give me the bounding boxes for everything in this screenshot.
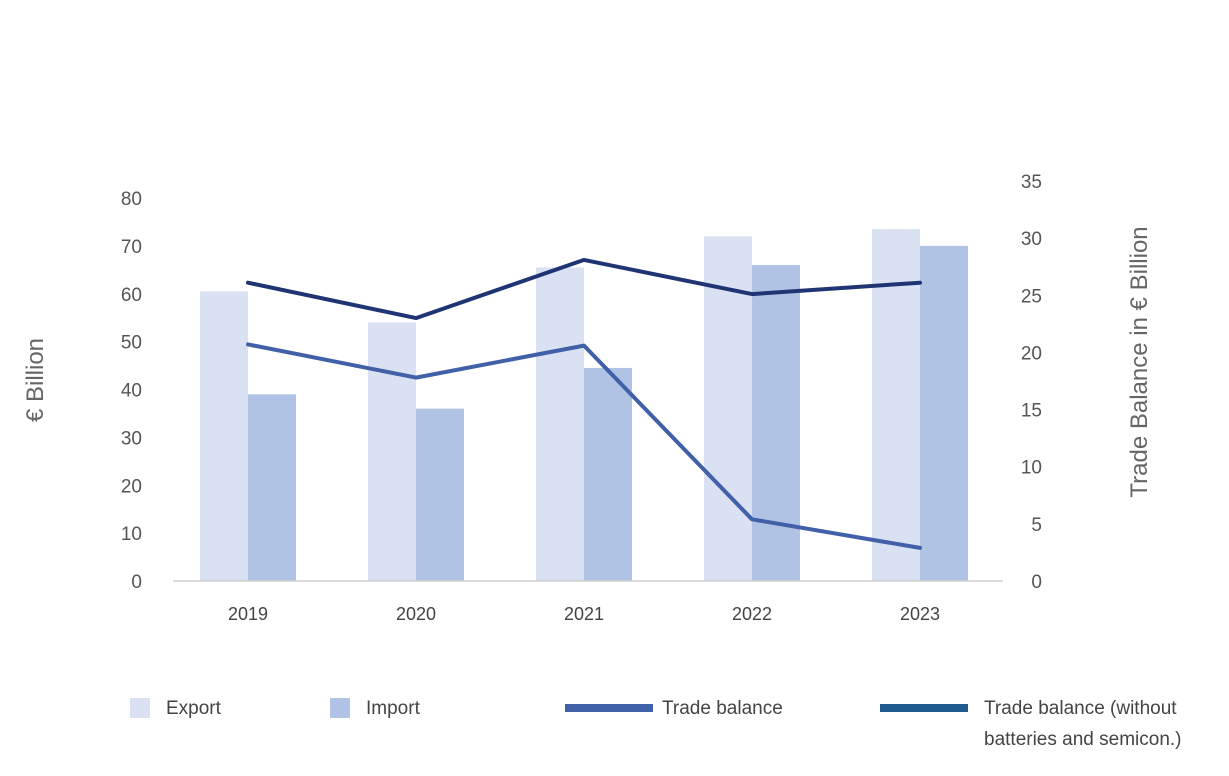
left-axis-title: € Billion — [22, 338, 49, 422]
left-tick-80: 80 — [121, 189, 142, 210]
right-tick-10: 10 — [1021, 458, 1042, 479]
right-tick-5: 5 — [1031, 515, 1042, 536]
left-tick-0: 0 — [131, 572, 142, 593]
bar-export-2019 — [200, 291, 248, 581]
bar-import-2021 — [584, 367, 632, 581]
x-axis: 2019 2020 2021 2022 2023 — [228, 604, 940, 624]
left-y-axis: 0 10 20 30 40 50 60 70 80 — [121, 189, 142, 593]
right-y-axis: 0 5 10 15 20 25 30 35 — [1021, 172, 1042, 593]
right-tick-25: 25 — [1021, 286, 1042, 307]
right-axis-title: Trade Balance in € Billion — [1126, 226, 1153, 497]
legend-swatch-import — [330, 698, 350, 718]
left-tick-10: 10 — [121, 524, 142, 545]
x-tick-2022: 2022 — [732, 604, 772, 624]
x-tick-2019: 2019 — [228, 604, 268, 624]
bar-export-2023 — [872, 229, 920, 581]
x-tick-2020: 2020 — [396, 604, 436, 624]
left-tick-40: 40 — [121, 381, 142, 402]
left-tick-50: 50 — [121, 333, 142, 354]
bar-import-2020 — [416, 408, 464, 581]
bar-export-2020 — [368, 322, 416, 581]
left-tick-30: 30 — [121, 428, 142, 449]
bar-export-2021 — [536, 267, 584, 581]
legend: Export Import Trade balance Trade balanc… — [130, 698, 1182, 750]
legend-swatch-trade-balance — [565, 704, 653, 712]
x-tick-2023: 2023 — [900, 604, 940, 624]
right-tick-15: 15 — [1021, 401, 1042, 422]
bars-layer — [200, 229, 968, 582]
left-tick-60: 60 — [121, 285, 142, 306]
right-tick-35: 35 — [1021, 172, 1042, 193]
legend-label-trade-balance-without-line2: batteries and semicon.) — [984, 729, 1182, 750]
legend-label-export: Export — [166, 698, 222, 719]
lines-layer — [246, 257, 922, 550]
right-tick-20: 20 — [1021, 343, 1042, 364]
legend-label-import: Import — [366, 698, 421, 719]
legend-label-trade-balance: Trade balance — [662, 698, 783, 719]
right-tick-30: 30 — [1021, 229, 1042, 250]
left-tick-70: 70 — [121, 237, 142, 258]
line-series-trade-balance — [246, 342, 922, 550]
legend-label-trade-balance-without: Trade balance (without — [984, 698, 1177, 719]
x-tick-2021: 2021 — [564, 604, 604, 624]
legend-swatch-trade-balance-without — [880, 704, 968, 712]
legend-swatch-export — [130, 698, 150, 718]
bar-import-2023 — [920, 245, 968, 581]
bar-import-2019 — [248, 394, 296, 581]
line-series-trade-balance-without-batteries — [246, 257, 922, 321]
left-tick-20: 20 — [121, 476, 142, 497]
right-tick-0: 0 — [1031, 572, 1042, 593]
bar-import-2022 — [752, 265, 800, 581]
